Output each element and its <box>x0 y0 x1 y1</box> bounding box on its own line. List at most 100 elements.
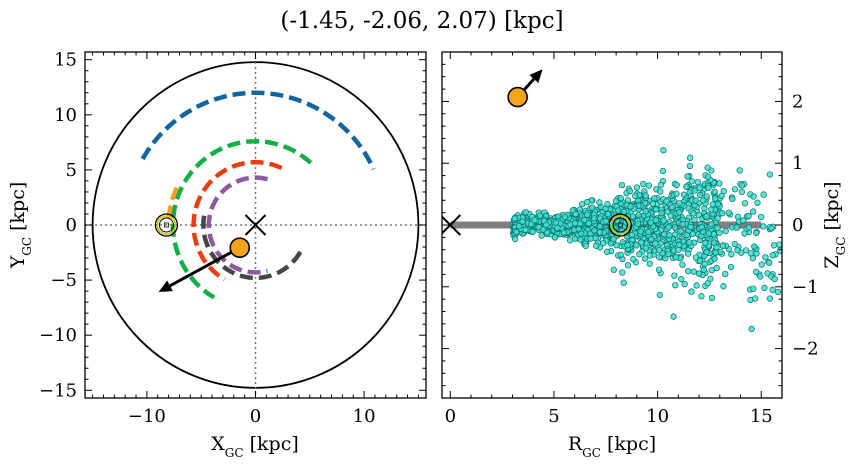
star-point <box>647 219 654 226</box>
star-point <box>719 242 727 249</box>
star-point <box>560 229 567 236</box>
left-plot-area <box>85 52 426 398</box>
star-point <box>685 267 692 275</box>
star-point <box>769 286 776 293</box>
star-point <box>648 236 655 243</box>
star-point <box>624 241 631 249</box>
star-point <box>683 183 690 190</box>
star-point <box>712 249 719 256</box>
star-point <box>766 295 774 302</box>
star-point <box>584 211 591 218</box>
star-point <box>529 228 536 235</box>
star-point <box>655 266 663 273</box>
star-point <box>718 210 726 217</box>
star-point <box>572 210 579 218</box>
star-point <box>667 212 674 219</box>
velocity-arrow-left-head <box>158 280 173 293</box>
star-point <box>705 230 712 237</box>
star-point <box>701 260 708 268</box>
star-point <box>538 232 545 239</box>
star-point <box>704 173 712 180</box>
star-point <box>665 224 672 231</box>
star-point <box>630 256 637 263</box>
star-point <box>688 178 695 185</box>
sun-marker-outer <box>154 213 179 237</box>
star-point <box>659 167 667 175</box>
y-tick-label: 0 <box>66 215 77 236</box>
x-tick-label: 0 <box>250 406 261 427</box>
star-point <box>634 220 642 228</box>
star-point <box>704 280 711 287</box>
star-point <box>640 180 647 188</box>
star-point <box>711 255 718 262</box>
star-point <box>683 231 690 239</box>
star-point <box>620 279 627 286</box>
star-point <box>607 240 615 247</box>
star-point <box>700 266 707 273</box>
star-point <box>703 193 710 200</box>
star-point <box>624 197 632 204</box>
star-point <box>670 313 677 320</box>
star-point <box>714 224 721 232</box>
star-point <box>760 191 767 198</box>
star-point <box>731 186 739 193</box>
star-point <box>720 283 727 290</box>
star-point <box>729 195 736 202</box>
star-point <box>582 242 589 250</box>
star-point <box>511 215 518 222</box>
star-point <box>753 229 760 237</box>
star-point <box>771 275 778 283</box>
sun-marker-inner <box>158 217 174 233</box>
star-point <box>552 219 559 226</box>
star-point <box>584 198 591 206</box>
star-point <box>725 209 732 216</box>
star-point <box>714 215 721 222</box>
star-point <box>727 263 735 271</box>
star-point <box>513 228 520 236</box>
y-tick-label: 1 <box>792 153 803 174</box>
star-point <box>691 216 698 224</box>
star-point <box>769 252 776 259</box>
star-point <box>522 208 529 216</box>
star-point <box>614 207 622 214</box>
star-point <box>684 173 691 180</box>
y-tick-label: 0 <box>792 215 803 236</box>
sun-marker-dot <box>164 222 169 228</box>
star-point <box>762 254 769 261</box>
star-point <box>707 275 714 282</box>
star-point <box>690 268 698 275</box>
star-point <box>665 250 672 257</box>
y-tick-label: −2 <box>792 339 819 360</box>
star-point <box>676 209 683 216</box>
star-point <box>587 235 594 242</box>
star-point <box>579 200 586 208</box>
left-x-axis-label: XGC [kpc] <box>211 433 299 460</box>
star-point <box>751 243 758 250</box>
star-point <box>752 295 759 302</box>
star-point <box>695 270 703 277</box>
star-point <box>633 184 641 191</box>
spiral-arm-3 <box>191 159 283 282</box>
star-point <box>596 229 604 236</box>
star-point <box>603 248 611 255</box>
x-tick-label: 5 <box>548 406 559 427</box>
spiral-arm-6 <box>166 186 179 225</box>
star-point <box>676 241 683 249</box>
star-point <box>702 239 709 247</box>
star-point <box>632 192 639 199</box>
star-point <box>637 228 644 235</box>
star-point <box>633 242 640 249</box>
star-point <box>671 272 678 279</box>
star-point <box>745 224 753 231</box>
star-point <box>540 226 547 233</box>
star-point <box>698 223 705 231</box>
star-point <box>636 251 643 258</box>
star-point <box>766 171 774 178</box>
sun-marker-ring <box>156 215 177 235</box>
star-point <box>738 188 745 196</box>
y-tick-label: 5 <box>66 160 77 181</box>
velocity-arrow-right-head <box>529 69 543 83</box>
star-point <box>758 261 765 268</box>
star-point <box>734 246 741 254</box>
